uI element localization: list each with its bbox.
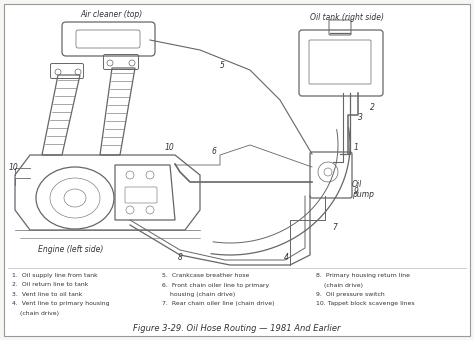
- Text: 8.  Primary housing return line: 8. Primary housing return line: [316, 273, 410, 278]
- Text: 5.  Crankcase breather hose: 5. Crankcase breather hose: [162, 273, 249, 278]
- Text: 10: 10: [9, 164, 19, 172]
- Text: 4: 4: [283, 254, 289, 262]
- Text: 4.  Vent line to primary housing: 4. Vent line to primary housing: [12, 302, 109, 306]
- Text: Figure 3-29. Oil Hose Routing — 1981 And Earlier: Figure 3-29. Oil Hose Routing — 1981 And…: [133, 324, 341, 333]
- Text: 6.  Front chain oiler line to primary: 6. Front chain oiler line to primary: [162, 283, 269, 288]
- Text: Oil tank (right side): Oil tank (right side): [310, 13, 384, 22]
- Text: 7.  Rear chain oiler line (chain drive): 7. Rear chain oiler line (chain drive): [162, 302, 274, 306]
- Text: 3: 3: [357, 114, 363, 122]
- Text: 9: 9: [354, 187, 358, 197]
- Text: (chain drive): (chain drive): [316, 283, 363, 288]
- Text: housing (chain drive): housing (chain drive): [162, 292, 235, 297]
- Text: 1: 1: [354, 143, 358, 153]
- Text: 1.  Oil supply line from tank: 1. Oil supply line from tank: [12, 273, 98, 278]
- Text: 10. Tappet block scavenge lines: 10. Tappet block scavenge lines: [316, 302, 415, 306]
- Text: 10: 10: [165, 142, 175, 152]
- Text: Air cleaner (top): Air cleaner (top): [80, 10, 142, 19]
- Text: 2.  Oil return line to tank: 2. Oil return line to tank: [12, 283, 88, 288]
- FancyBboxPatch shape: [4, 4, 470, 336]
- Text: 7: 7: [333, 223, 337, 233]
- Text: 9.  Oil pressure switch: 9. Oil pressure switch: [316, 292, 385, 297]
- Text: 8: 8: [178, 254, 182, 262]
- Text: Oil
pump: Oil pump: [352, 180, 374, 199]
- Text: 3.  Vent line to oil tank: 3. Vent line to oil tank: [12, 292, 82, 297]
- Text: 2: 2: [370, 103, 374, 113]
- Text: 6: 6: [211, 148, 217, 156]
- Text: Engine (left side): Engine (left side): [38, 245, 103, 254]
- Text: 5: 5: [219, 61, 224, 69]
- Text: (chain drive): (chain drive): [12, 311, 59, 316]
